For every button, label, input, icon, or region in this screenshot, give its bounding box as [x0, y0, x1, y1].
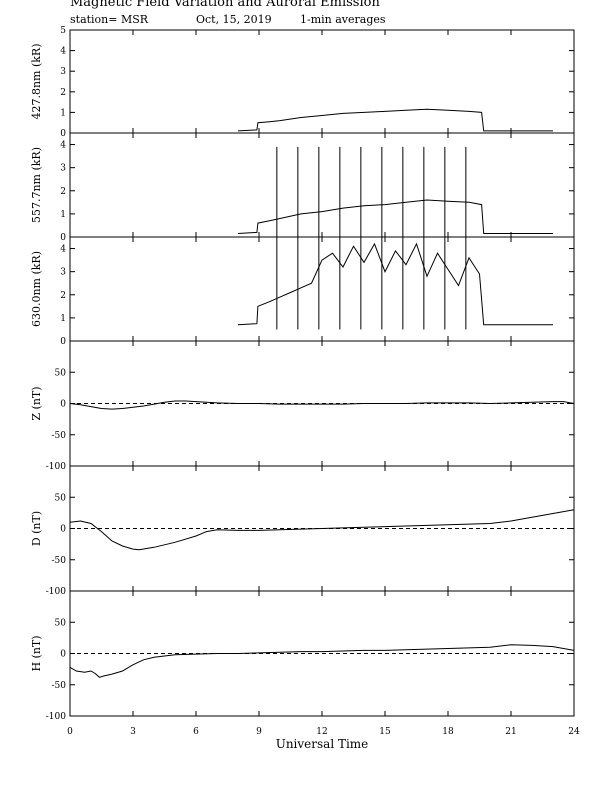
x-tick-label: 15 [379, 727, 391, 737]
series-line [69, 400, 575, 410]
panel-ylabel: 427.8nm (kR) [30, 43, 43, 119]
y-tick-label: 1 [60, 210, 66, 220]
panel-ylabel: H (nT) [30, 635, 43, 671]
y-tick-label: -50 [52, 681, 67, 691]
y-tick-label: 5 [60, 26, 66, 36]
x-axis-label: Universal Time [276, 737, 369, 751]
y-tick-label: 4 [60, 47, 66, 57]
y-tick-label: -50 [52, 556, 67, 566]
x-tick-label: 18 [442, 727, 454, 737]
y-tick-label: 3 [60, 164, 66, 174]
averaging-label: 1-min averages [300, 13, 386, 26]
series-line [237, 242, 553, 326]
date-label: Oct, 15, 2019 [196, 13, 272, 26]
y-tick-label: 50 [55, 493, 67, 503]
y-tick-label: -50 [52, 431, 67, 441]
x-tick-label: 3 [130, 727, 136, 737]
series-line [69, 644, 575, 678]
y-tick-label: 3 [60, 67, 66, 77]
x-tick-label: 21 [505, 727, 516, 737]
series-line [237, 108, 553, 132]
x-tick-label: 9 [256, 727, 262, 737]
y-tick-label: 0 [60, 650, 66, 660]
y-tick-label: -100 [46, 587, 66, 597]
panel-frame [69, 236, 575, 342]
station-label: station= MSR [70, 13, 149, 26]
panel-frame [69, 132, 575, 238]
panel-ylabel: 557.7nm (kR) [30, 147, 43, 223]
x-tick-label: 24 [568, 727, 580, 737]
y-tick-label: 0 [60, 233, 66, 243]
x-tick-label: 12 [316, 727, 327, 737]
x-tick-label: 0 [67, 727, 73, 737]
panel-ylabel: Z (nT) [30, 386, 43, 420]
y-tick-label: 0 [60, 400, 66, 410]
y-tick-label: 4 [60, 245, 66, 255]
y-tick-label: 0 [60, 337, 66, 347]
series-line [237, 199, 553, 234]
y-tick-label: 1 [60, 314, 66, 324]
y-tick-label: 0 [60, 525, 66, 535]
y-tick-label: -100 [46, 712, 66, 722]
y-tick-label: 0 [60, 129, 66, 139]
y-tick-label: 2 [60, 88, 66, 98]
x-tick-label: 6 [193, 727, 199, 737]
panel-ylabel: D (nT) [30, 511, 43, 546]
y-tick-label: 2 [60, 291, 66, 301]
series-line [69, 509, 575, 551]
y-tick-label: 50 [55, 618, 67, 628]
y-tick-label: 4 [60, 141, 66, 151]
panel-frame [69, 29, 575, 134]
y-tick-label: 3 [60, 268, 66, 278]
panel-ylabel: 630.0nm (kR) [30, 251, 43, 327]
y-tick-label: 1 [60, 108, 66, 118]
y-tick-label: 2 [60, 187, 66, 197]
y-tick-label: 50 [55, 368, 67, 378]
y-tick-label: -100 [46, 462, 66, 472]
chart-title: Magnetic Field Variation and Auroral Emi… [70, 0, 380, 10]
